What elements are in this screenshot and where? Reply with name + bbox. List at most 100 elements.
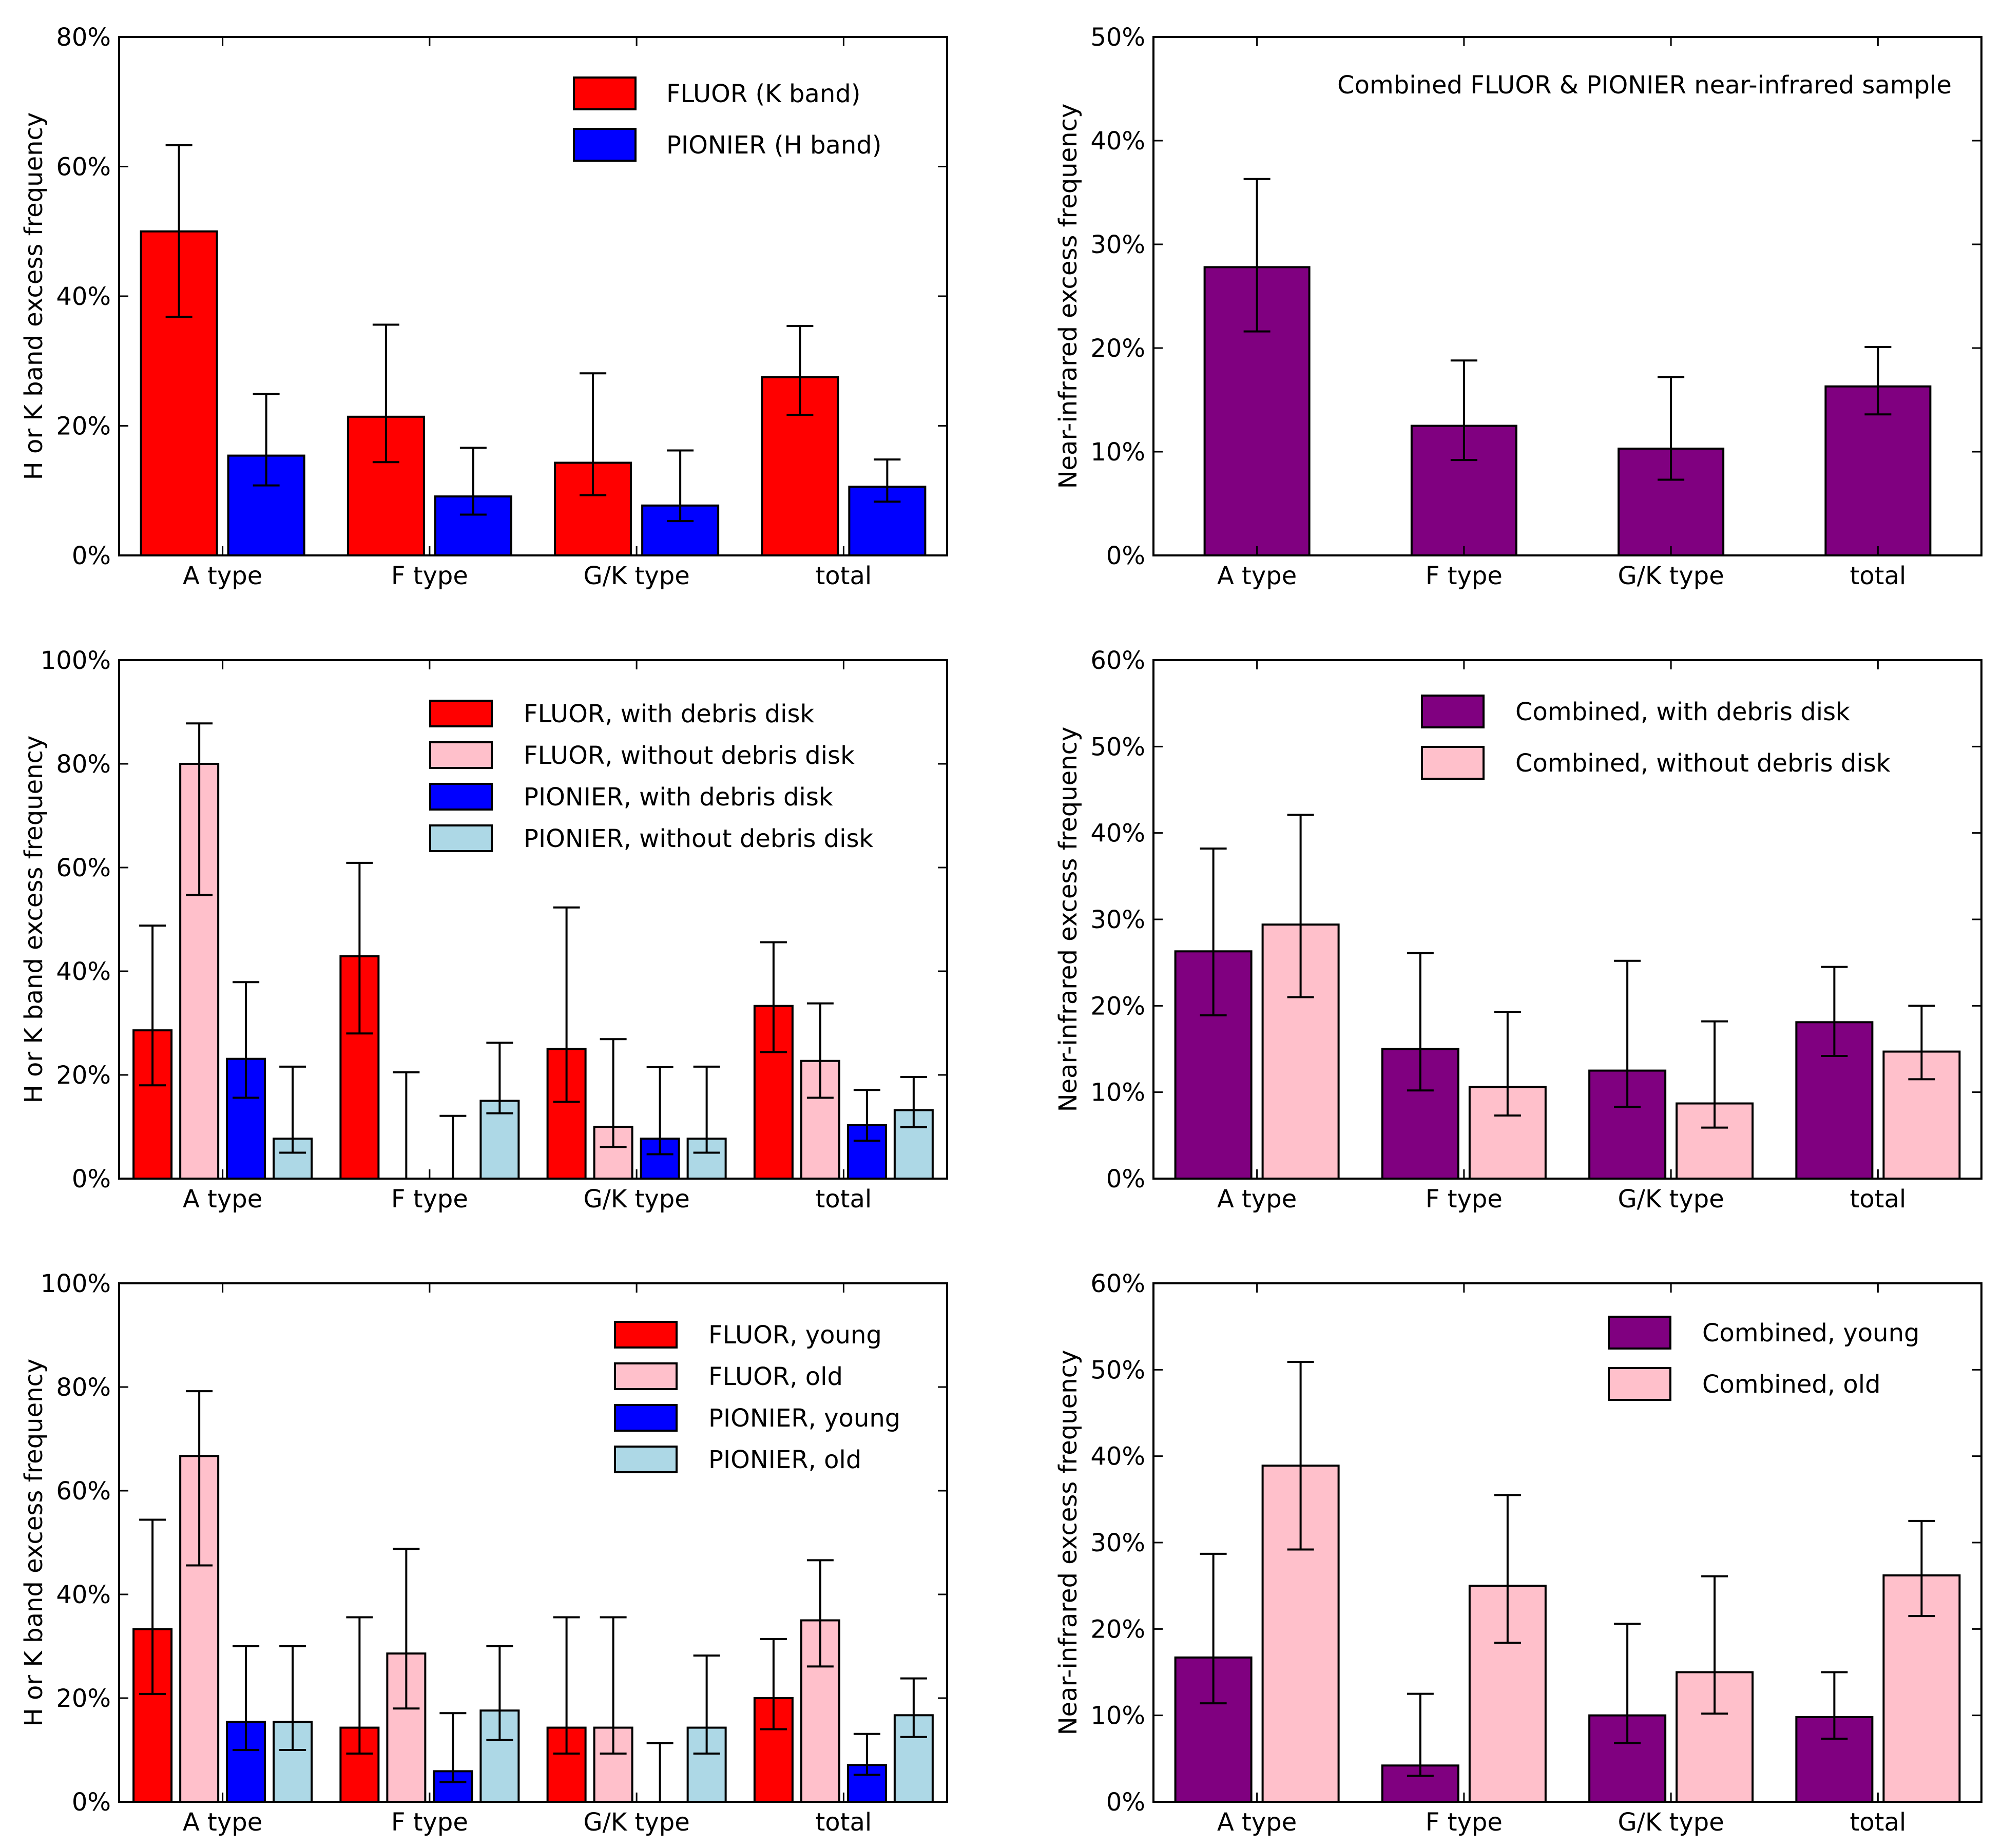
legend-swatch [429, 741, 493, 769]
x-tick-label: G/K type [1618, 1808, 1724, 1837]
y-tick-label: 20% [1090, 992, 1145, 1021]
y-tick-label: 0% [1106, 1165, 1145, 1194]
legend-label: FLUOR, old [708, 1362, 843, 1391]
plot-frame [118, 1282, 948, 1803]
x-tick-label: G/K type [583, 1808, 689, 1837]
x-tick-label: F type [391, 1808, 468, 1837]
y-tick-label: 40% [1090, 127, 1145, 156]
x-tick-label: F type [1426, 1185, 1503, 1214]
legend-swatch [614, 1362, 678, 1390]
legend-swatch [1608, 1316, 1671, 1350]
panel-annotation: Combined FLUOR & PIONIER near-infrared s… [1337, 71, 1952, 100]
y-tick-label: 20% [56, 412, 111, 441]
legend: FLUOR, with debris disk FLUOR, without de… [429, 700, 873, 853]
plot-frame [118, 659, 948, 1180]
legend-label: FLUOR, without debris disk [524, 741, 855, 770]
legend-label: FLUOR, with debris disk [524, 700, 814, 728]
legend-swatch [1608, 1367, 1671, 1401]
bar [761, 376, 839, 556]
plot-frame [1152, 36, 1982, 556]
y-tick-label: 20% [56, 1684, 111, 1713]
chart-panel-left-1: 0% 20% 40% 60% 80% A type F type G/K type total H… [20, 23, 948, 590]
x-tick-label: total [815, 1185, 872, 1214]
x-tick-label: G/K type [583, 562, 689, 590]
y-tick-label: 40% [1090, 1442, 1145, 1471]
y-axis-label: Near-infrared excess frequency [1054, 104, 1083, 489]
x-tick-label: total [1850, 1185, 1906, 1214]
x-tick-label: F type [1426, 1808, 1503, 1837]
y-axis-label: Near-infrared excess frequency [1054, 1350, 1083, 1736]
legend-label: PIONIER, old [708, 1446, 861, 1474]
legend-swatch [429, 700, 493, 727]
chart-panel-right-3: 0% 10% 20% 30% 40% 50% 60% A type F type G/K type… [1054, 1269, 1982, 1837]
y-tick-label: 0% [1106, 1788, 1145, 1817]
y-axis-label: H or K band excess frequency [20, 1359, 48, 1727]
chart-panel-right-2: 0% 10% 20% 30% 40% 50% 60% A type F type G/K type… [1054, 646, 1982, 1214]
y-tick-label: 0% [72, 542, 111, 570]
y-tick-label: 0% [72, 1788, 111, 1817]
y-tick-label: 80% [56, 750, 111, 779]
legend: Combined, with debris disk Combined, with… [1421, 695, 1891, 780]
chart-panel-left-3: 0% 20% 40% 60% 80% 100% A type F type G/K type to… [20, 1269, 948, 1837]
y-tick-label: 60% [1090, 1269, 1145, 1298]
y-tick-label: 50% [1090, 1356, 1145, 1384]
y-tick-label: 50% [1090, 733, 1145, 761]
legend: FLUOR, young FLUOR, old PIONIER, young PION… [614, 1321, 900, 1474]
y-tick-label: 10% [1090, 1079, 1145, 1107]
x-tick-label: F type [391, 562, 468, 590]
y-tick-label: 40% [1090, 819, 1145, 848]
y-tick-label: 30% [1090, 1529, 1145, 1557]
legend-label: Combined, young [1702, 1319, 1919, 1348]
legend-swatch [614, 1321, 678, 1349]
legend-label: PIONIER, young [708, 1404, 900, 1433]
y-tick-label: 20% [1090, 1615, 1145, 1644]
x-tick-label: G/K type [583, 1185, 689, 1214]
legend-swatch [429, 783, 493, 811]
y-tick-label: 40% [56, 957, 111, 986]
x-tick-label: total [1850, 1808, 1906, 1837]
y-tick-label: 0% [72, 1165, 111, 1194]
y-tick-label: 100% [41, 1269, 111, 1298]
x-tick-label: total [1850, 562, 1906, 590]
y-tick-label: 40% [56, 282, 111, 311]
legend-label: FLUOR, young [708, 1321, 882, 1350]
x-tick-label: F type [391, 1185, 468, 1214]
legend: FLUOR (K band) PIONIER (H band) [573, 76, 881, 162]
y-tick-label: 30% [1090, 906, 1145, 934]
y-tick-label: 30% [1090, 230, 1145, 259]
x-tick-label: A type [183, 562, 262, 590]
legend-swatch [614, 1446, 678, 1473]
x-tick-label: A type [183, 1185, 262, 1214]
x-tick-label: F type [1426, 562, 1503, 590]
y-tick-label: 60% [56, 1477, 111, 1506]
legend-swatch [573, 76, 637, 110]
y-tick-label: 60% [56, 854, 111, 882]
y-tick-label: 100% [41, 646, 111, 675]
x-tick-label: G/K type [1618, 562, 1724, 590]
y-tick-label: 60% [1090, 646, 1145, 675]
chart-panel-left-2: 0% 20% 40% 60% 80% 100% A type F type G/K type to… [20, 646, 948, 1214]
legend: Combined, young Combined, old [1608, 1316, 1919, 1401]
legend-label: Combined, with debris disk [1515, 698, 1850, 726]
y-tick-label: 50% [1090, 23, 1145, 52]
y-axis-label: H or K band excess frequency [20, 736, 48, 1104]
legend-label: PIONIER, with debris disk [524, 783, 833, 812]
chart-panel-right-1: 0% 10% 20% 30% 40% 50% A type F type G/K type tot… [1054, 23, 1982, 590]
legend-label: Combined, without debris disk [1515, 749, 1891, 778]
y-tick-label: 10% [1090, 438, 1145, 467]
legend-label: Combined, old [1702, 1370, 1881, 1399]
y-tick-label: 80% [56, 23, 111, 52]
x-tick-label: A type [183, 1808, 262, 1837]
legend-label: PIONIER, without debris disk [524, 824, 873, 853]
y-tick-label: 40% [56, 1581, 111, 1609]
legend-label: FLUOR (K band) [666, 80, 860, 108]
x-tick-label: A type [1217, 562, 1297, 590]
x-tick-label: A type [1217, 1808, 1297, 1837]
legend-swatch [1421, 746, 1485, 780]
y-tick-label: 10% [1090, 1702, 1145, 1730]
x-tick-label: total [815, 562, 872, 590]
y-tick-label: 20% [56, 1061, 111, 1090]
y-axis-label: Near-infrared excess frequency [1054, 727, 1083, 1112]
legend-swatch [1421, 695, 1485, 728]
